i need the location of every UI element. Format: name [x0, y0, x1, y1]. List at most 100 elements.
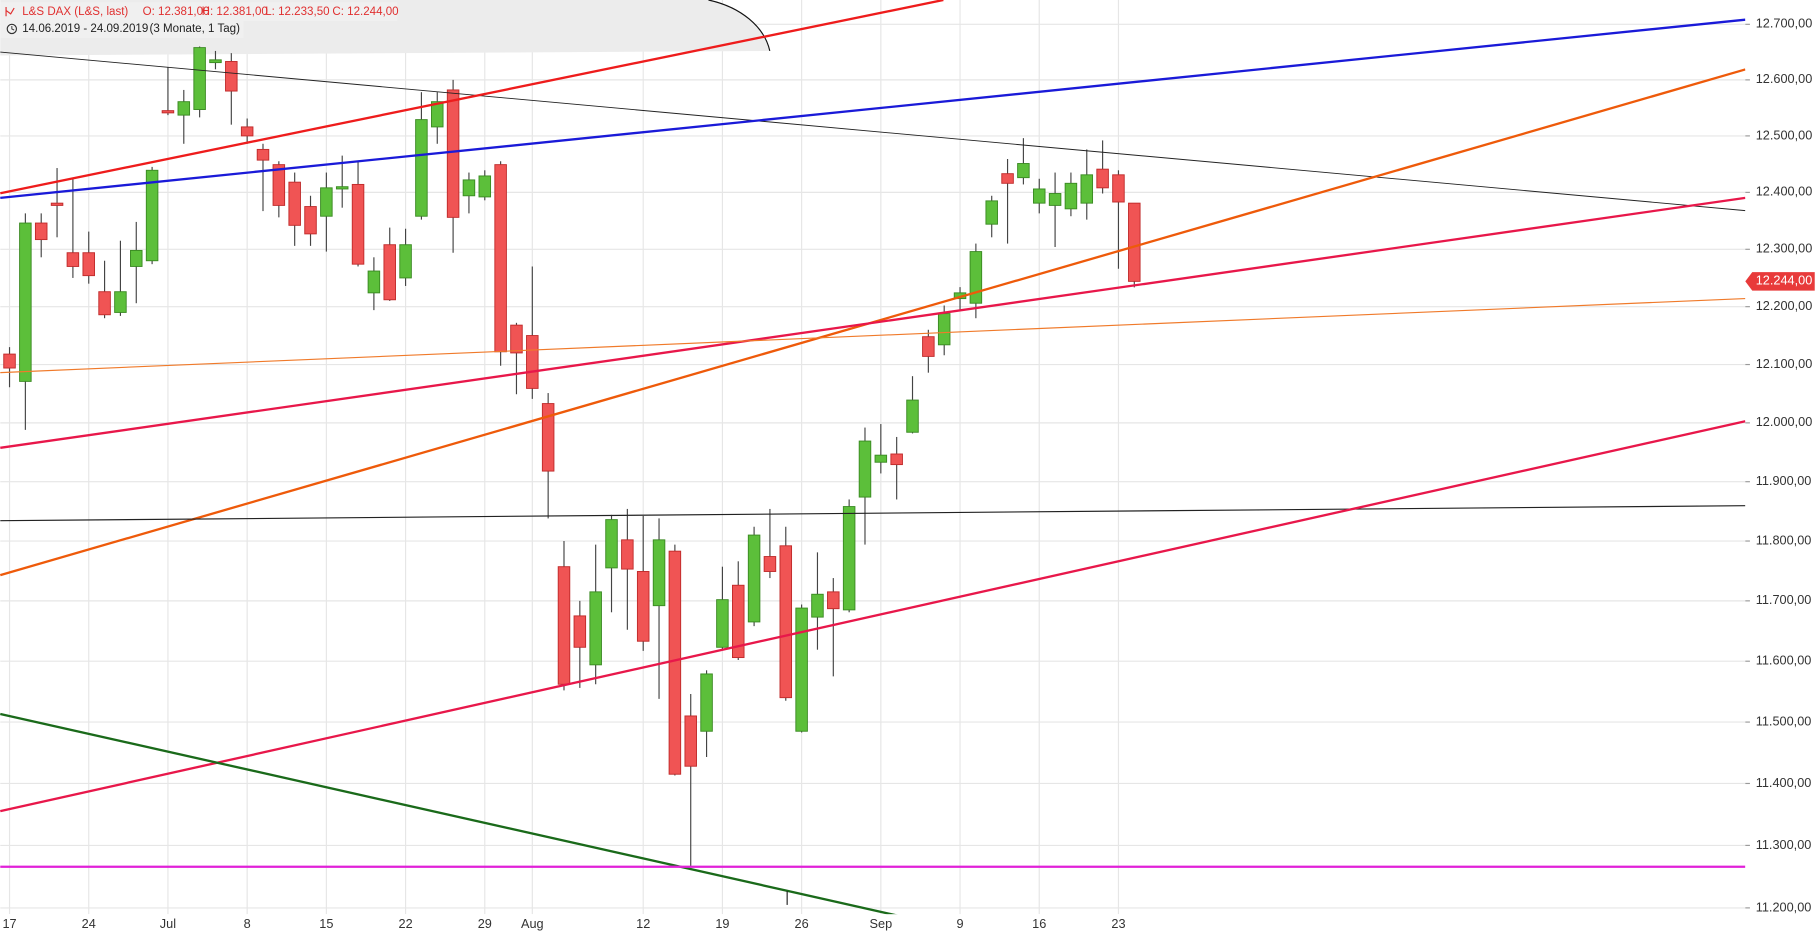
header-ohlc: C: 12.244,00: [332, 6, 398, 18]
trendline: [0, 51, 1746, 212]
candle-body: [1112, 174, 1125, 203]
x-tick-label: 24: [82, 916, 96, 931]
candle-body: [668, 550, 682, 775]
axes: 12.700,00 12.600,00 12.500,00 12.400,00 12.3…: [2, 16, 1815, 931]
candle-body: [272, 164, 286, 206]
y-tick-label: 11.400,00: [1756, 775, 1812, 790]
candle-body: [858, 440, 872, 498]
trendline: [0, 297, 1746, 374]
candle-body: [50, 202, 64, 206]
candle-body: [1001, 173, 1014, 184]
trendlines: [0, 0, 1746, 935]
y-tick-label: 12.000,00: [1756, 414, 1813, 429]
candle-body: [621, 539, 634, 570]
x-tick-label: Sep: [870, 916, 893, 931]
x-tick-label: 15: [319, 916, 333, 931]
price-label: 12.244,00: [1756, 273, 1813, 288]
candle-body: [684, 715, 697, 767]
candle-body: [795, 607, 808, 732]
header-ohlc: H: 12.381,00: [202, 6, 268, 18]
candle-body: [1017, 163, 1030, 179]
y-tick-label: 12.100,00: [1756, 356, 1813, 371]
x-tick-label: 19: [715, 916, 729, 931]
y-tick-label: 12.700,00: [1756, 16, 1813, 31]
y-tick-label: 12.500,00: [1756, 127, 1813, 142]
header-ohlc: O: 12.381,00: [143, 6, 210, 18]
header-range: 14.06.2019 - 24.09.2019: [22, 23, 148, 35]
candle-body: [605, 519, 618, 569]
y-tick-label: 11.600,00: [1756, 653, 1812, 668]
candle-body: [34, 222, 48, 241]
candle-body: [827, 591, 840, 610]
candle-body: [256, 148, 270, 161]
candles: [3, 46, 1141, 868]
y-tick-label: 12.400,00: [1756, 184, 1813, 199]
candle-body: [732, 584, 745, 659]
trendline: [0, 712, 985, 935]
candle-body: [573, 615, 587, 648]
x-tick-label: 22: [398, 916, 412, 931]
candle-body: [541, 403, 555, 472]
x-tick-label: 12: [636, 916, 650, 931]
candle-body: [446, 89, 460, 218]
x-tick-label: Jul: [160, 916, 176, 931]
candle-body: [415, 119, 428, 217]
x-tick-label: 23: [1111, 916, 1125, 931]
candle-body: [906, 399, 919, 433]
header-period: (3 Monate, 1 Tag): [150, 23, 241, 35]
candle-body: [66, 252, 80, 267]
axis-bg: [1745, 0, 1815, 935]
candle-body: [1080, 174, 1094, 204]
candle-body: [526, 335, 539, 389]
header: L&S DAX (L&S, last) O: 12.381,00 H: 12.3…: [0, 2, 399, 39]
trendline: [0, 0, 944, 195]
candle-body: [747, 534, 761, 623]
candle-body: [1032, 188, 1046, 204]
clock-icon: [11, 26, 15, 31]
candle-body: [1048, 193, 1062, 206]
x-tick-label: 26: [795, 916, 809, 931]
trendline: [0, 196, 1746, 449]
candle-body: [557, 566, 571, 685]
x-tick-label: 29: [478, 916, 492, 931]
x-tick-label: 16: [1032, 916, 1046, 931]
candle-body: [98, 291, 111, 316]
candle-body: [937, 313, 951, 346]
candle-body: [652, 539, 666, 607]
trendline: [0, 18, 1746, 200]
candle-body: [240, 126, 254, 137]
y-tick-label: 11.800,00: [1756, 532, 1812, 547]
candle-body: [399, 244, 412, 279]
grid: [0, 0, 1746, 915]
candle-body: [462, 179, 476, 197]
y-tick-label: 12.600,00: [1756, 71, 1813, 86]
icon: [5, 6, 15, 17]
candle-body: [145, 169, 159, 262]
candle-body: [700, 673, 713, 732]
x-tick-label: 8: [244, 916, 251, 931]
candle-body: [494, 164, 507, 353]
candle-body: [636, 571, 650, 642]
trendline: [0, 420, 1746, 813]
candle-body: [130, 249, 143, 267]
candle-body: [1064, 182, 1078, 210]
candle-body: [716, 599, 729, 648]
price-marker: [1745, 272, 1815, 291]
y-tick-label: 11.500,00: [1756, 713, 1812, 728]
y-tick-label: 12.200,00: [1756, 298, 1813, 313]
trendline: [0, 505, 1746, 522]
candle-body: [811, 593, 824, 618]
candle-body: [842, 506, 856, 611]
candle-body: [985, 200, 998, 225]
y-tick-label: 11.300,00: [1756, 837, 1812, 852]
candle-body: [1128, 202, 1141, 282]
arc: [708, 0, 771, 52]
candle-body: [335, 186, 349, 190]
candle-body: [3, 353, 16, 369]
candle-body: [19, 222, 32, 382]
y-tick-label: 11.200,00: [1756, 899, 1812, 914]
y-tick-label: 12.300,00: [1756, 241, 1813, 256]
candle-body: [890, 453, 903, 466]
